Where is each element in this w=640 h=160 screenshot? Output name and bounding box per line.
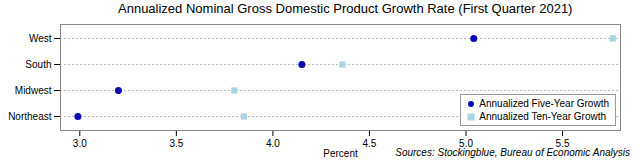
svg-text:3.0: 3.0 [73,138,87,149]
svg-text:4.0: 4.0 [266,138,280,149]
svg-text:Midwest: Midwest [15,85,52,96]
svg-text:Northeast: Northeast [8,111,52,122]
html-text:Annualized Ten-Year Growth: Annualized Ten-Year Growth [479,111,606,122]
svg-text:South: South [25,59,51,70]
html-text:Sources: Stockingblue, Bureau: Sources: Stockingblue, Bureau of Economi… [395,147,630,158]
svg-text:Percent: Percent [323,148,358,159]
svg-text:West: West [29,33,52,44]
svg-text:5.5: 5.5 [556,138,570,149]
svg-text:3.5: 3.5 [169,138,183,149]
html-text:Annualized Nominal Gross Domes: Annualized Nominal Gross Domestic Produc… [118,1,573,16]
html-text:Annualized Five-Year Growth: Annualized Five-Year Growth [479,98,609,109]
svg-text:5.0: 5.0 [459,138,473,149]
svg-text:4.5: 4.5 [363,138,377,149]
